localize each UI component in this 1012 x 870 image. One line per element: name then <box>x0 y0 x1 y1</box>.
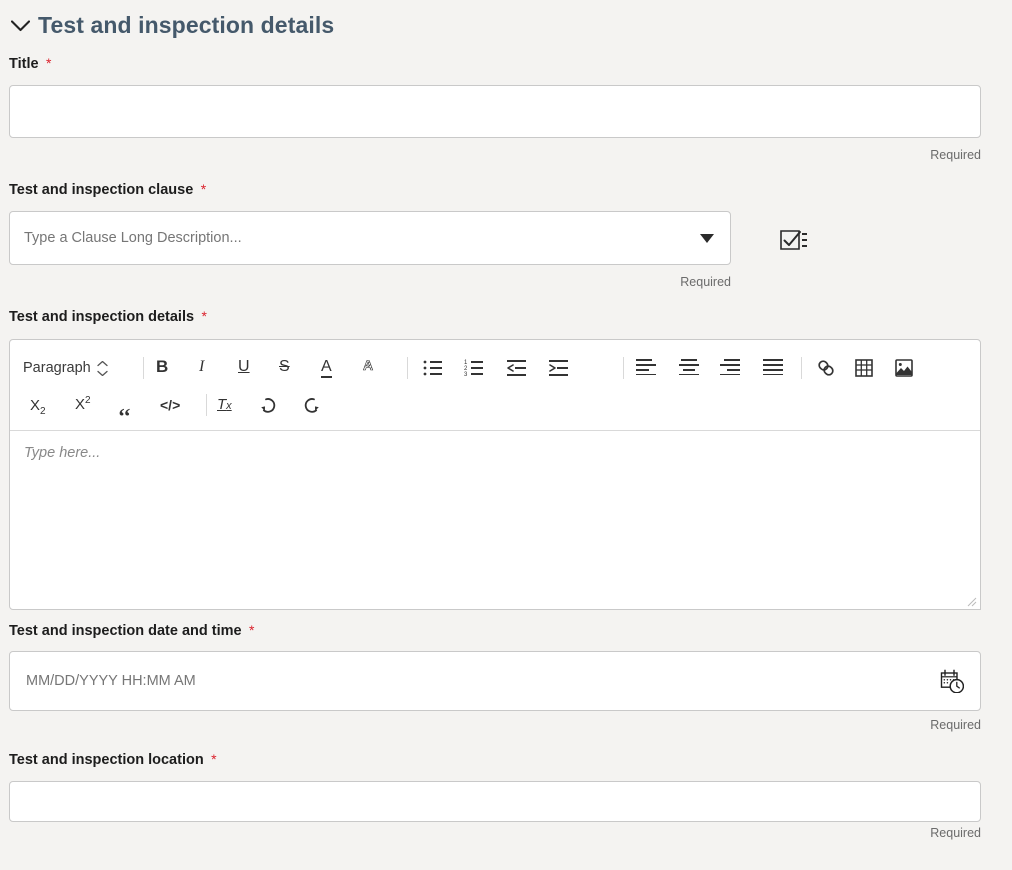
svg-text:A: A <box>363 357 373 373</box>
svg-text:3: 3 <box>464 372 468 377</box>
